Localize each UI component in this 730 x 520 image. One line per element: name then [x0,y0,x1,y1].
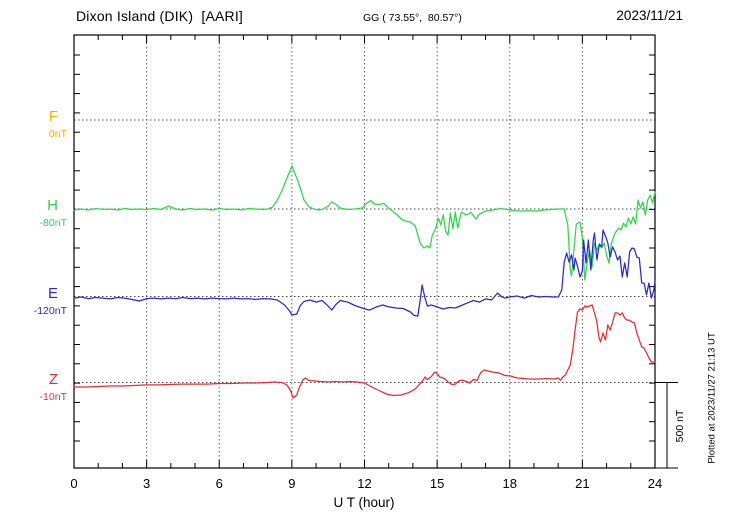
baseline-label-Z: -10nT [39,390,67,403]
component-label-F: F [48,108,58,125]
x-tick-label-9: 9 [288,476,296,491]
scale-bar-label: 500 nT [674,409,686,443]
x-tick-label-21: 21 [575,476,590,491]
station-coordinates: GG ( 73.55°, 80.57°) [363,12,462,24]
plotted-at-note: Plotted at 2023/11/27 21:13 UT [706,332,718,464]
component-label-H: H [47,197,58,214]
x-tick-label-24: 24 [647,476,663,491]
baseline-label-H: -80nT [39,217,67,229]
baseline-label-F: 0nT [48,128,67,140]
x-tick-label-6: 6 [215,476,223,491]
baseline-label-E: -120nT [33,304,67,317]
trace-E [73,229,656,317]
x-tick-label-12: 12 [357,476,372,491]
plot-date: 2023/11/21 [616,8,683,23]
component-label-Z: Z [48,370,58,388]
x-tick-label-3: 3 [143,476,151,491]
x-tick-label-0: 0 [70,476,78,491]
page-title: Dixon Island (DIK) [AARI] [76,8,244,24]
x-tick-label-18: 18 [502,476,517,491]
trace-Z [73,304,656,399]
component-label-E: E [47,284,58,302]
x-tick-label-15: 15 [429,476,445,491]
x-axis-title: U T (hour) [333,495,395,510]
